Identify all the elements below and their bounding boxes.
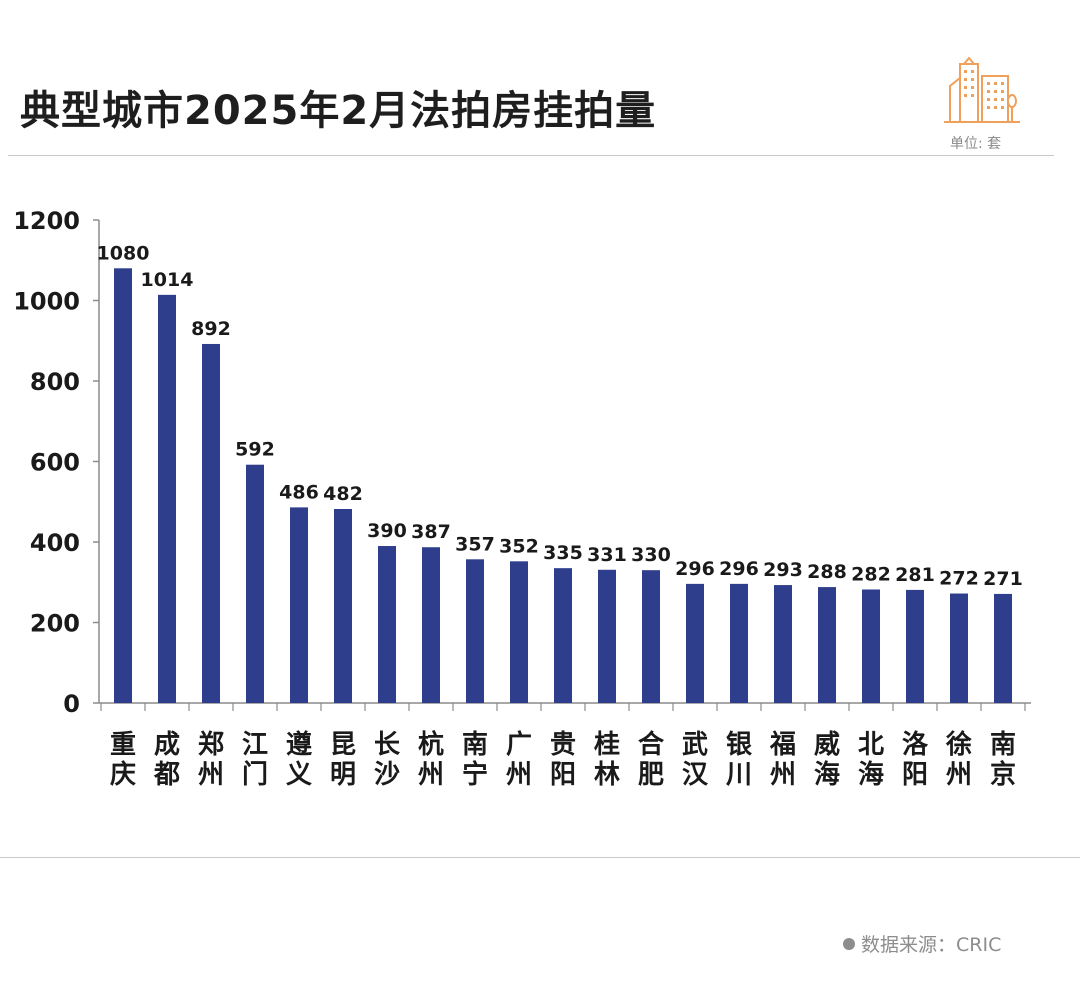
data-label: 271 (983, 568, 1023, 590)
data-label: 281 (895, 564, 935, 586)
bar (290, 507, 308, 703)
x-tick-label: 长沙 (374, 730, 401, 790)
bar (906, 589, 924, 703)
data-label: 892 (191, 318, 231, 340)
bar (334, 508, 352, 703)
x-tick-label: 江门 (242, 730, 268, 790)
y-tick-label: 400 (30, 529, 80, 557)
bar (950, 593, 968, 703)
x-tick-label: 遵义 (286, 729, 312, 790)
bar (246, 464, 264, 703)
bar (114, 268, 132, 703)
y-tick-label: 0 (63, 690, 80, 718)
x-tick-label: 福州 (769, 730, 796, 790)
bar (378, 546, 396, 703)
bar (202, 343, 220, 703)
x-tick-label: 武汉 (682, 730, 709, 790)
data-label: 486 (279, 481, 319, 503)
bar (510, 561, 528, 703)
page-title: 典型城市2025年2月法拍房挂拍量 (20, 88, 657, 134)
header-divider (8, 155, 1054, 156)
bar (554, 568, 572, 703)
data-label: 296 (719, 558, 759, 580)
x-tick-label: 成都 (153, 730, 180, 790)
bar (818, 587, 836, 703)
data-label: 335 (543, 542, 583, 564)
y-tick-label: 200 (30, 610, 80, 638)
x-tick-label: 桂林 (594, 730, 620, 790)
bar (994, 593, 1012, 703)
bar (642, 570, 660, 703)
x-tick-label: 杭州 (418, 729, 444, 790)
x-tick-label: 北海 (858, 730, 884, 790)
y-tick-label: 1200 (13, 207, 80, 235)
bar (158, 294, 176, 703)
bullet-icon (843, 937, 855, 950)
data-label: 282 (851, 563, 891, 585)
bar (730, 583, 748, 703)
bar (862, 589, 880, 703)
data-label: 272 (939, 568, 979, 590)
data-label: 1080 (97, 242, 150, 264)
data-label: 357 (455, 533, 495, 555)
x-tick-label: 银川 (726, 730, 753, 790)
bar (686, 583, 704, 703)
y-tick-label: 800 (30, 368, 80, 396)
data-label: 293 (763, 559, 803, 581)
footer-divider (0, 857, 1080, 858)
data-label: 482 (323, 483, 363, 505)
data-label: 288 (807, 561, 847, 583)
y-tick-label: 1000 (13, 288, 80, 316)
x-tick-label: 徐州 (945, 729, 972, 790)
data-label: 352 (499, 535, 539, 557)
x-tick-label: 贵阳 (550, 730, 576, 790)
unit-label: 单位: 套 (950, 136, 1002, 152)
x-tick-label: 南京 (990, 730, 1016, 790)
bar-chart: 0 200 400 600 800 1000 1200 1080 重庆 1014 成都 892 郑州 59… (13, 207, 1031, 790)
data-label: 331 (587, 544, 627, 566)
data-label: 592 (235, 439, 275, 461)
bar (598, 569, 616, 703)
x-tick-label: 昆明 (330, 730, 356, 790)
data-label: 330 (631, 544, 671, 566)
bar (466, 559, 484, 703)
x-tick-label: 广州 (506, 730, 532, 790)
bar (774, 585, 792, 703)
bar (422, 547, 440, 703)
data-label: 390 (367, 520, 407, 542)
data-label: 296 (675, 558, 715, 580)
x-tick-label: 洛阳 (902, 729, 929, 790)
data-label: 387 (411, 521, 451, 543)
data-label: 1014 (141, 269, 194, 291)
x-tick-label: 郑州 (198, 730, 224, 790)
x-tick-label: 重庆 (110, 730, 136, 790)
x-tick-label: 合肥 (638, 729, 665, 790)
x-tick-label: 威海 (814, 729, 840, 790)
y-tick-label: 600 (30, 449, 80, 477)
source-note: 数据来源：CRIC (843, 930, 1001, 957)
x-tick-label: 南宁 (462, 730, 488, 790)
city-buildings-icon (944, 56, 1020, 123)
source-text: 数据来源：CRIC (861, 934, 1002, 956)
